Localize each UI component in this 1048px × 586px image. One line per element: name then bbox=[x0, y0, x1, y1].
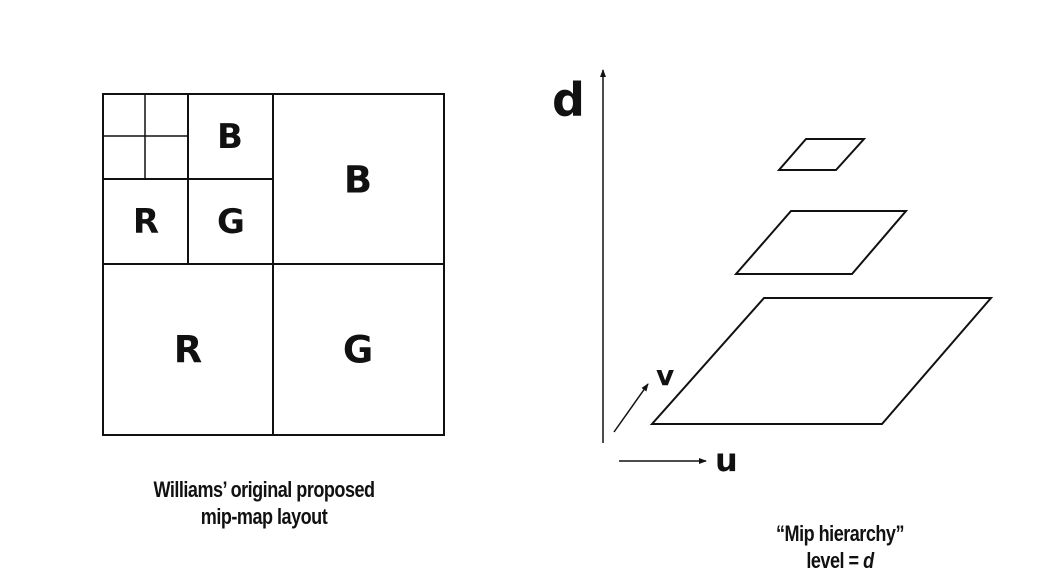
mipmap-labels: B R G B R G bbox=[133, 117, 373, 372]
d-axis-label: d bbox=[552, 73, 585, 127]
label-level0-green: G bbox=[343, 329, 373, 372]
mip-hierarchy-caption-line-2: level = d bbox=[717, 547, 963, 574]
mip-hierarchy-caption: “Mip hierarchy” level = d bbox=[717, 520, 963, 574]
level-equals-text: level = bbox=[806, 548, 864, 573]
label-level1-blue: B bbox=[217, 117, 243, 157]
label-level0-red: R bbox=[174, 329, 203, 372]
mip-level-1-plane bbox=[733, 210, 909, 275]
mipmap-layout-caption: Williams’ original proposed mip-map layo… bbox=[116, 476, 411, 530]
v-axis-label: v bbox=[656, 359, 674, 392]
mipmap-layout-diagram bbox=[102, 93, 445, 436]
label-level0-blue: B bbox=[344, 159, 372, 202]
label-level1-red: R bbox=[133, 202, 159, 242]
label-level1-green: G bbox=[217, 202, 245, 242]
u-axis-label: u bbox=[715, 441, 738, 479]
mipmap-caption-line-2: mip-map layout bbox=[200, 504, 328, 529]
mipmap-caption-line-1: Williams’ original proposed bbox=[153, 477, 375, 502]
mip-level-0-plane bbox=[649, 297, 994, 425]
mip-hierarchy-caption-line-1: “Mip hierarchy” bbox=[776, 521, 904, 546]
level-variable-d: d bbox=[863, 548, 874, 573]
mip-level-2-plane bbox=[776, 138, 867, 171]
mip-hierarchy-diagram: d u v bbox=[552, 69, 994, 479]
v-axis-arrow bbox=[613, 383, 649, 433]
